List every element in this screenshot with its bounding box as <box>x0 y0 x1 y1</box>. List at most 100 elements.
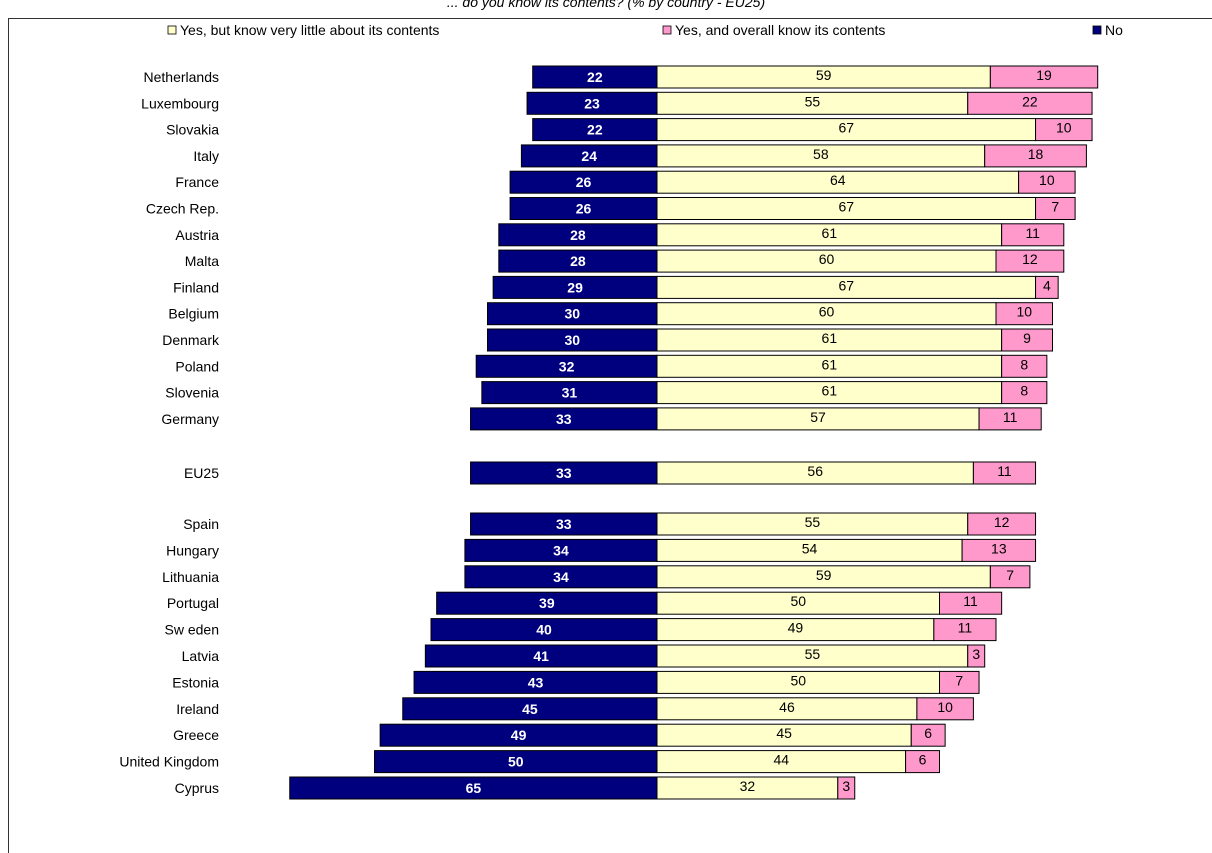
bar-label-little: 67 <box>838 277 854 293</box>
bar-label-know: 11 <box>963 593 978 609</box>
bar-know <box>995 302 1053 326</box>
bar-label-no: 45 <box>522 701 538 717</box>
bar-label-no: 31 <box>562 385 578 401</box>
category-label: Spain <box>183 516 219 532</box>
bar-label-no: 26 <box>576 201 592 217</box>
bar-label-little: 55 <box>805 646 821 662</box>
category-label: Germany <box>161 411 219 427</box>
bar-label-no: 28 <box>570 227 586 243</box>
bar-know <box>1018 170 1076 194</box>
bar-label-little: 60 <box>819 304 835 320</box>
bar-label-no: 29 <box>567 279 583 295</box>
bar-label-little: 61 <box>822 356 838 372</box>
bar-label-little: 50 <box>790 593 806 609</box>
bar-label-know: 7 <box>1006 567 1014 583</box>
bar-label-little: 44 <box>774 752 790 768</box>
bar-label-no: 23 <box>584 95 600 111</box>
chart-legend: Yes, but know very little about its cont… <box>167 22 1123 38</box>
bar-label-little: 67 <box>838 120 854 136</box>
bar-label-little: 49 <box>788 620 804 636</box>
bar-label-little: 58 <box>813 146 829 162</box>
bar-know <box>1001 354 1048 378</box>
category-label: United Kingdom <box>119 754 219 770</box>
bar-know <box>1035 118 1093 142</box>
bar-know <box>1001 223 1065 247</box>
category-label: Denmark <box>162 332 220 348</box>
bar-label-little: 67 <box>838 199 854 215</box>
bar-label-no: 33 <box>556 516 572 532</box>
bar-label-no: 30 <box>564 332 580 348</box>
bar-know <box>910 723 946 747</box>
bar-label-no: 34 <box>553 542 569 558</box>
bar-know <box>933 618 997 642</box>
bar-label-no: 34 <box>553 569 569 585</box>
bar-label-little: 57 <box>810 409 826 425</box>
bar-label-know: 3 <box>972 646 980 662</box>
bar-label-no: 24 <box>581 148 597 164</box>
bar-label-little: 60 <box>819 251 835 267</box>
bar-label-know: 11 <box>1003 409 1018 425</box>
category-label: Italy <box>193 148 219 164</box>
bar-know <box>967 91 1093 115</box>
bar-label-no: 41 <box>533 648 549 664</box>
bar-label-no: 28 <box>570 253 586 269</box>
bar-label-no: 39 <box>539 595 555 611</box>
bar-know <box>1035 197 1076 220</box>
bar-know <box>972 461 1037 485</box>
bar-know <box>961 538 1037 562</box>
category-label: Greece <box>173 727 219 743</box>
category-label: Ireland <box>176 701 219 717</box>
bar-know <box>905 750 940 774</box>
bar-label-know: 7 <box>955 672 963 688</box>
category-label: Estonia <box>172 674 219 690</box>
category-label: Malta <box>185 253 219 269</box>
category-label: Hungary <box>166 542 219 558</box>
bar-know <box>995 249 1065 273</box>
bar-know <box>967 512 1037 536</box>
bar-label-little: 45 <box>776 725 792 741</box>
legend-label-1: Yes, and overall know its contents <box>675 22 885 38</box>
bar-label-no: 22 <box>587 69 603 85</box>
category-label: Sw eden <box>165 622 219 638</box>
bar-know <box>989 65 1099 89</box>
bar-label-know: 11 <box>958 620 973 636</box>
bar-know <box>1035 275 1059 299</box>
category-label: Slovenia <box>165 385 219 401</box>
bar-label-no: 43 <box>528 674 544 690</box>
bar-label-no: 49 <box>511 727 527 743</box>
bar-label-no: 33 <box>556 411 572 427</box>
bar-label-no: 22 <box>587 122 603 138</box>
bar-label-no: 26 <box>576 174 592 190</box>
bar-know <box>837 776 856 800</box>
legend-swatch-1 <box>662 25 672 35</box>
category-label: Latvia <box>182 648 220 664</box>
bar-label-know: 10 <box>1039 172 1055 188</box>
bar-know <box>1001 328 1054 352</box>
bar-label-know: 19 <box>1036 67 1052 83</box>
bar-label-know: 6 <box>924 725 932 741</box>
bar-label-little: 55 <box>805 93 821 109</box>
category-label: Slovakia <box>166 122 219 138</box>
chart-title: ... do you know its contents? (% by coun… <box>446 0 766 10</box>
bar-label-know: 4 <box>1043 277 1051 293</box>
category-label: Netherlands <box>144 69 220 85</box>
category-label: Czech Rep. <box>146 201 219 217</box>
legend-swatch-0 <box>167 25 177 35</box>
bar-label-know: 6 <box>919 752 927 768</box>
bar-label-know: 10 <box>1016 304 1032 320</box>
bar-label-know: 8 <box>1020 356 1028 372</box>
category-label: Cyprus <box>175 780 219 796</box>
category-label: Luxembourg <box>141 95 219 111</box>
bar-label-know: 10 <box>937 699 953 715</box>
legend-label-2: No <box>1105 22 1123 38</box>
bar-label-know: 9 <box>1023 330 1031 346</box>
bar-know <box>939 670 980 694</box>
bar-label-little: 55 <box>805 514 821 530</box>
bar-know <box>967 644 986 668</box>
category-label: Poland <box>175 358 219 374</box>
legend-label-0: Yes, but know very little about its cont… <box>180 22 439 38</box>
bar-label-no: 32 <box>559 358 575 374</box>
bar-know <box>939 591 1003 615</box>
bar-label-no: 33 <box>556 465 572 481</box>
